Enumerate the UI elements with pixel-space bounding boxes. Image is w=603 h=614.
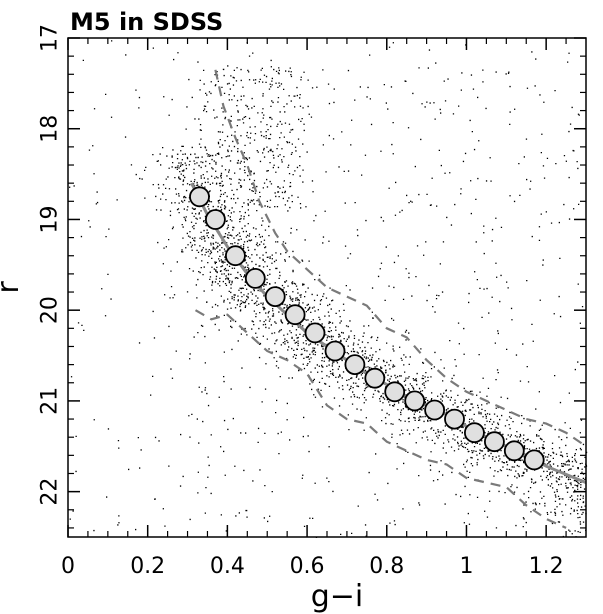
ridge-point <box>304 322 326 344</box>
y-tick-label: 22 <box>38 478 63 506</box>
y-axis-title: r <box>0 281 26 294</box>
ridge-circles <box>189 186 545 471</box>
ridge-point <box>384 381 406 403</box>
y-tick-label: 18 <box>38 115 63 143</box>
ridge-point <box>364 367 386 389</box>
x-tick-label: 0.2 <box>130 554 165 579</box>
ridge-point <box>483 431 505 453</box>
ridge-line-layer <box>190 182 587 484</box>
x-tick-label: 0 <box>61 554 75 579</box>
y-tick-label: 19 <box>38 205 63 233</box>
ridge-point <box>463 422 485 444</box>
x-axis-title: g−i <box>311 579 364 614</box>
x-tick-label: 0.4 <box>210 554 245 579</box>
ridge-point <box>284 304 306 326</box>
ridge-point <box>244 267 266 289</box>
axis-tick-labels: 0 0.2 0.4 0.6 0.8 1 1.2 17 18 19 20 21 22 <box>38 24 564 579</box>
chart-title: M5 in SDSS <box>70 8 223 36</box>
y-tick-label: 21 <box>38 387 63 415</box>
ridge-point <box>224 245 246 267</box>
x-tick-label: 1.2 <box>529 554 564 579</box>
ridge-point <box>189 186 210 208</box>
envelope-blue-line <box>214 69 587 448</box>
envelope-red-line <box>194 309 567 529</box>
ridge-line <box>190 182 587 484</box>
ridge-point <box>444 408 465 430</box>
ridge-point <box>344 354 366 376</box>
ridge-point <box>404 390 426 412</box>
star-points <box>69 40 588 538</box>
y-tick-label: 20 <box>38 296 63 324</box>
ridge-point <box>264 286 286 308</box>
ridge-point <box>503 440 525 462</box>
envelope-lines <box>194 69 587 529</box>
y-tick-label: 17 <box>38 24 63 52</box>
ridge-point <box>204 209 226 230</box>
axis-ticks <box>67 37 586 537</box>
ridge-point <box>324 340 346 362</box>
x-tick-label: 0.8 <box>369 554 404 579</box>
x-tick-label: 0.6 <box>290 554 325 579</box>
ridge-point <box>523 449 545 471</box>
x-tick-label: 1 <box>459 554 473 579</box>
star-dots <box>69 40 588 538</box>
ridge-point <box>424 399 446 421</box>
